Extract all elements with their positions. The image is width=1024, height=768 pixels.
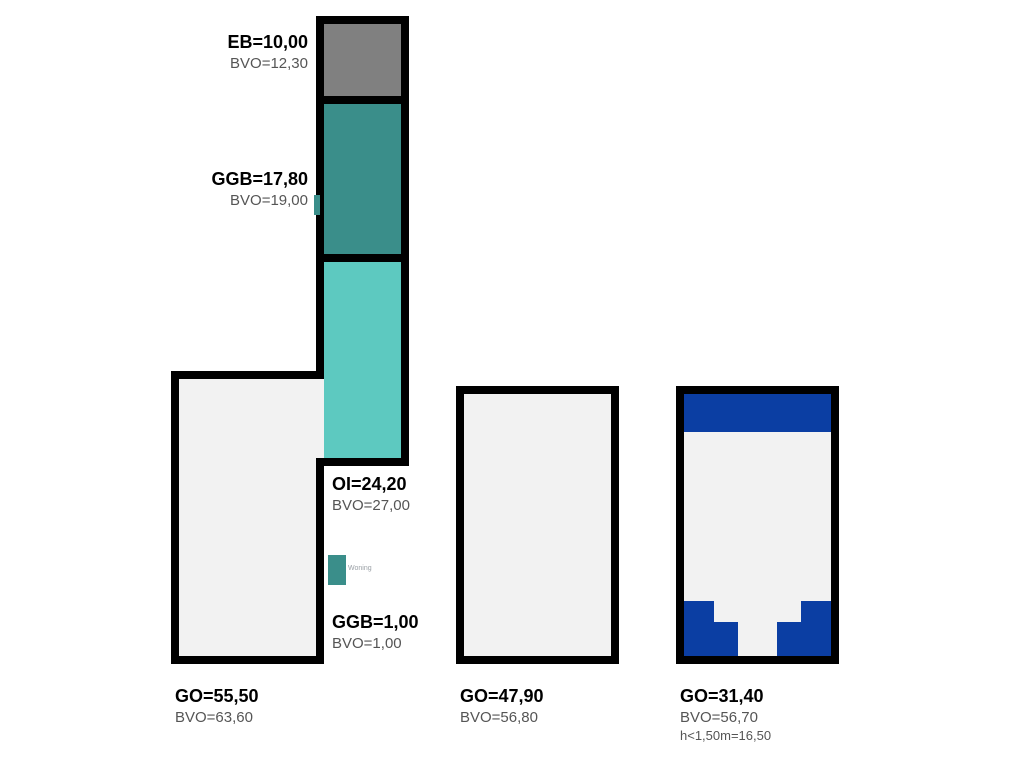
floor-ground: Woning EB=10,00 BVO=12,30 GGB=17,80 BVO=… bbox=[175, 20, 419, 726]
label-eb-title: EB=10,00 bbox=[227, 32, 308, 52]
label-attic-sub: BVO=56,70 bbox=[680, 709, 758, 726]
tiny-label: Woning bbox=[348, 565, 372, 572]
room-eb bbox=[320, 20, 405, 100]
room-oi-fill bbox=[324, 262, 401, 458]
label-ground-sub: BVO=63,60 bbox=[175, 709, 253, 726]
label-upper-title: GO=47,90 bbox=[460, 686, 544, 706]
label-ggb2-title: GGB=1,00 bbox=[332, 612, 419, 632]
label-eb-sub: BVO=12,30 bbox=[230, 55, 308, 72]
label-upper-sub: BVO=56,80 bbox=[460, 709, 538, 726]
floor-attic: GO=31,40 BVO=56,70 h<1,50m=16,50 bbox=[680, 390, 835, 743]
label-ground-title: GO=55,50 bbox=[175, 686, 259, 706]
room-ggb-small bbox=[328, 555, 346, 585]
label-ggb2-sub: BVO=1,00 bbox=[332, 635, 402, 652]
label-attic-title: GO=31,40 bbox=[680, 686, 764, 706]
label-ggb-sub: BVO=19,00 bbox=[230, 192, 308, 209]
floor-plan-diagram: Woning EB=10,00 BVO=12,30 GGB=17,80 BVO=… bbox=[0, 0, 1024, 768]
room-ggb-tab bbox=[314, 195, 320, 215]
floor-upper: GO=47,90 BVO=56,80 bbox=[460, 390, 615, 726]
room-ggb bbox=[320, 100, 405, 258]
upper-outline bbox=[460, 390, 615, 660]
attic-blue-top bbox=[684, 394, 831, 432]
label-ggb-title: GGB=17,80 bbox=[211, 169, 308, 189]
label-attic-extra: h<1,50m=16,50 bbox=[680, 728, 771, 743]
label-oi-title: OI=24,20 bbox=[332, 474, 407, 494]
label-oi-sub: BVO=27,00 bbox=[332, 497, 410, 514]
